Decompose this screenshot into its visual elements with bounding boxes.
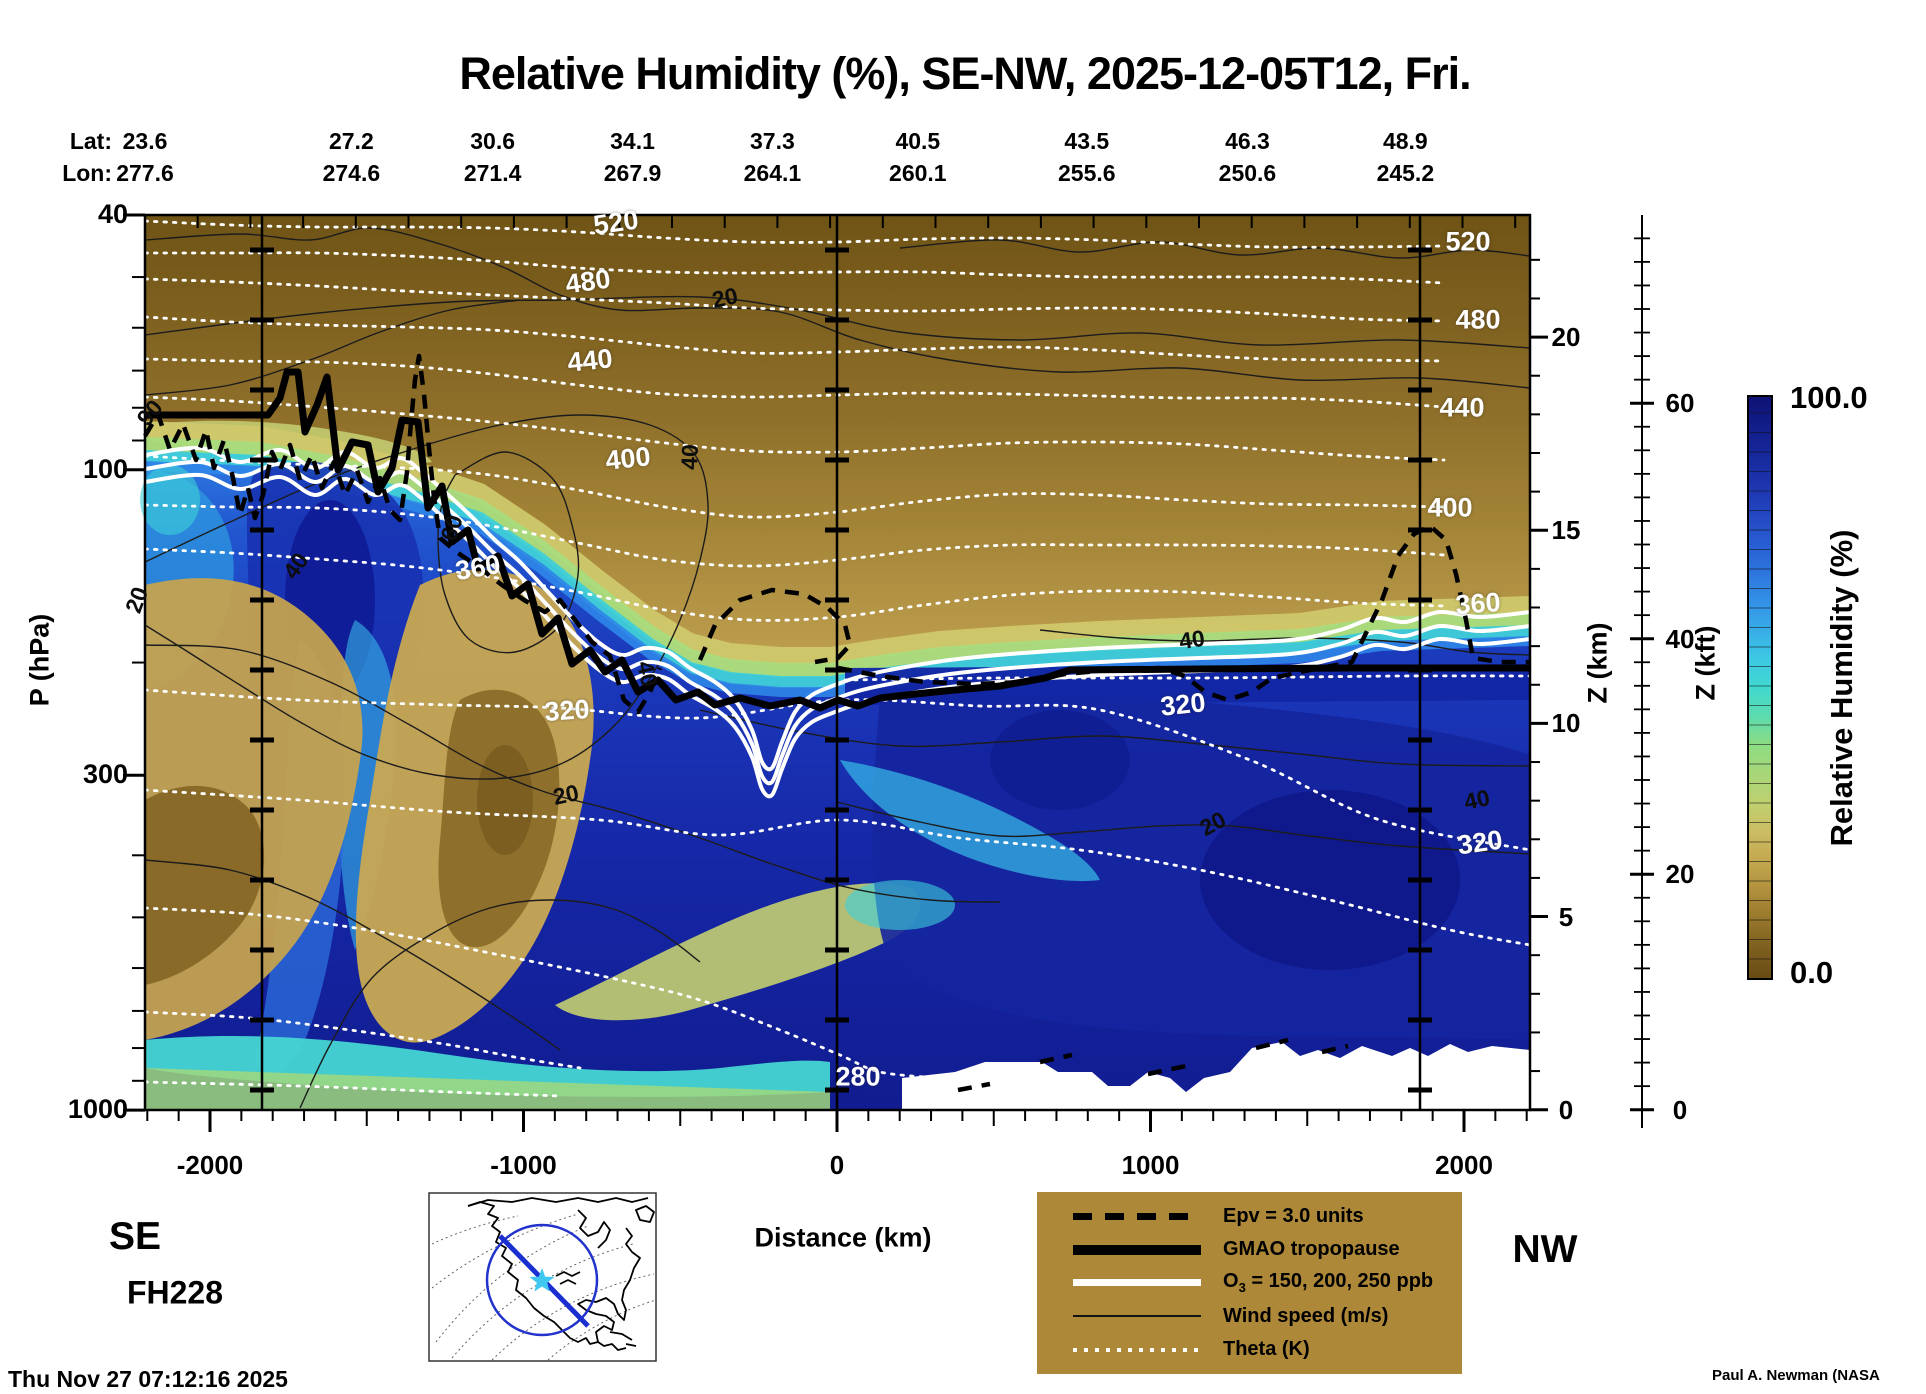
z-km-axis-label: Z (km) bbox=[1582, 622, 1613, 704]
lon-tick-label: 260.1 bbox=[889, 160, 947, 186]
pressure-tick-label: 40 bbox=[97, 199, 128, 229]
lat-tick-label: 40.5 bbox=[895, 128, 941, 154]
lon-tick-label: 267.9 bbox=[603, 160, 662, 186]
lat-tick-label: 27.2 bbox=[328, 128, 374, 154]
legend-item-label: Theta (K) bbox=[1223, 1338, 1310, 1361]
pressure-tick-label: 1000 bbox=[67, 1094, 128, 1125]
legend-line-sample-thick-white bbox=[1073, 1279, 1201, 1287]
axis-ticks bbox=[123, 213, 1654, 1132]
legend-item: Wind speed (m/s) bbox=[1037, 1301, 1462, 1331]
lat-tick-label: 46.3 bbox=[1225, 128, 1270, 154]
colorbar bbox=[1747, 395, 1773, 980]
z-kft-tick-label: 0 bbox=[1672, 1094, 1688, 1125]
legend-item: O3 = 150, 200, 250 ppb bbox=[1037, 1268, 1462, 1298]
colorbar-max-label: 100.0 bbox=[1790, 380, 1868, 415]
z-kft-tick-label: 60 bbox=[1665, 388, 1695, 419]
lon-tick-label: 271.4 bbox=[463, 160, 522, 186]
z-km-tick-label: 5 bbox=[1558, 901, 1574, 932]
z-km-tick-label: 20 bbox=[1551, 322, 1581, 353]
lon-axis-caption: Lon: bbox=[62, 160, 112, 186]
nw-endpoint-label: NW bbox=[1512, 1228, 1578, 1271]
z-kft-tick-label: 40 bbox=[1665, 623, 1695, 654]
coastline bbox=[467, 1197, 655, 1351]
epv-contour bbox=[143, 353, 1530, 1093]
lat-tick-label: 37.3 bbox=[750, 128, 795, 154]
colorbar-title: Relative Humidity (%) bbox=[1824, 529, 1859, 847]
page-title: Relative Humidity (%), SE-NW, 2025-12-05… bbox=[459, 48, 1471, 99]
gmao-tropopause-line bbox=[145, 368, 1530, 712]
lon-tick-label: 255.6 bbox=[1058, 160, 1116, 186]
waypoint-lines bbox=[250, 215, 1432, 1110]
legend-item-label: GMAO tropopause bbox=[1223, 1238, 1400, 1261]
distance-axis-label: Distance (km) bbox=[754, 1222, 932, 1253]
legend-line-sample-thin-black bbox=[1073, 1315, 1201, 1318]
pressure-axis-label: P (hPa) bbox=[24, 613, 55, 707]
lat-tick-label: 48.9 bbox=[1382, 128, 1428, 154]
cross-section-plot bbox=[123, 189, 1654, 1132]
lat-axis-caption: Lat: bbox=[69, 128, 112, 154]
legend-line-sample-dotted-white bbox=[1073, 1347, 1201, 1352]
lon-tick-label: 264.1 bbox=[743, 160, 802, 186]
z-kft-tick-label: 20 bbox=[1665, 859, 1695, 890]
pressure-tick-label: 100 bbox=[82, 453, 128, 484]
legend-item: GMAO tropopause bbox=[1037, 1235, 1462, 1265]
legend-item-label: Wind speed (m/s) bbox=[1223, 1304, 1389, 1327]
lon-tick-label: 250.6 bbox=[1218, 160, 1277, 186]
legend-item: Theta (K) bbox=[1037, 1335, 1462, 1365]
legend-line-sample-dashed-black bbox=[1073, 1212, 1201, 1220]
se-endpoint-label: SE bbox=[108, 1215, 162, 1258]
map-inset bbox=[428, 1192, 657, 1362]
z-km-tick-label: 15 bbox=[1551, 515, 1581, 546]
overlay-legend: Epv = 3.0 units GMAO tropopause O3 = 150, … bbox=[1037, 1192, 1462, 1374]
forecast-hour-label: FH228 bbox=[126, 1274, 224, 1311]
legend-line-sample-thick-black bbox=[1073, 1244, 1201, 1255]
terrain-mask bbox=[902, 1042, 1530, 1110]
legend-item-label: Epv = 3.0 units bbox=[1223, 1204, 1364, 1227]
z-kft-axis-label: Z (kft) bbox=[1690, 625, 1721, 701]
lon-tick-label: 245.2 bbox=[1376, 160, 1435, 186]
lon-tick-label: 274.6 bbox=[322, 160, 381, 186]
generation-timestamp: Thu Nov 27 07:12:16 2025 bbox=[8, 1366, 288, 1392]
z-km-tick-label: 10 bbox=[1551, 708, 1581, 739]
lat-tick-label: 23.6 bbox=[122, 128, 168, 154]
center-star-icon bbox=[529, 1268, 555, 1292]
plot-frame bbox=[143, 213, 1532, 1112]
distance-tick-label: -2000 bbox=[176, 1150, 244, 1180]
legend-item: Epv = 3.0 units bbox=[1037, 1201, 1462, 1231]
pressure-tick-label: 300 bbox=[82, 759, 128, 790]
distance-tick-label: 0 bbox=[829, 1150, 845, 1180]
lat-tick-label: 30.6 bbox=[470, 128, 515, 154]
lon-tick-label: 277.6 bbox=[116, 160, 174, 186]
distance-tick-label: 1000 bbox=[1121, 1150, 1180, 1180]
colorbar-min-label: 0.0 bbox=[1790, 955, 1834, 990]
lat-tick-label: 34.1 bbox=[610, 128, 655, 154]
legend-item-label: O3 = 150, 200, 250 ppb bbox=[1223, 1270, 1434, 1296]
distance-tick-label: -1000 bbox=[490, 1150, 557, 1180]
lat-tick-label: 43.5 bbox=[1064, 128, 1110, 154]
distance-tick-label: 2000 bbox=[1435, 1150, 1493, 1180]
z-km-tick-label: 0 bbox=[1558, 1094, 1574, 1125]
credit-label: Paul A. Newman (NASA bbox=[1712, 1367, 1880, 1384]
great-circle-ring bbox=[485, 1223, 599, 1337]
